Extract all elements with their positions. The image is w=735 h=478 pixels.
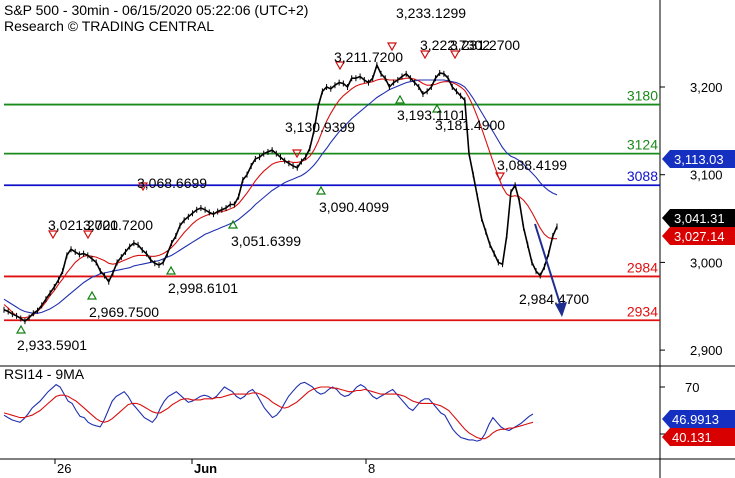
price-badge-text: 3,113.03	[674, 152, 724, 167]
chart-subtitle: Research © TRADING CENTRAL	[4, 18, 214, 34]
price-line	[3, 62, 558, 323]
moving-averages	[3, 77, 558, 319]
pivot-label: 2,969.7500	[89, 304, 159, 320]
low-marker	[165, 265, 177, 275]
level-label: 3088	[627, 168, 658, 184]
rsi-line	[3, 381, 534, 442]
pivot-label: 3,021.2700	[48, 217, 118, 233]
high-marker	[47, 230, 59, 240]
rsi-badge-text: 46.9913	[672, 412, 719, 427]
price-badge	[662, 209, 735, 227]
price-badge	[662, 150, 735, 168]
high-marker	[386, 42, 398, 52]
high-marker	[291, 149, 303, 159]
x-tick-label: 26	[57, 461, 71, 476]
pivot-label: 3,021.7200	[83, 217, 153, 233]
low-marker	[86, 290, 98, 300]
ma-line	[3, 79, 558, 314]
level-label: 2934	[627, 303, 658, 319]
pivot-label: 2,933.5901	[17, 337, 87, 353]
pivot-label: 3,233.1299	[396, 5, 466, 21]
pivot-label: 3,088.4199	[497, 157, 567, 173]
pivot-label: 3,130.9399	[285, 119, 355, 135]
x-tick-label: 8	[368, 461, 375, 476]
rsi-badge-text: 40.131	[672, 430, 712, 445]
rsi-badge	[662, 428, 735, 446]
high-marker	[137, 182, 149, 192]
low-marker	[227, 219, 239, 229]
pivot-label: 3,211.7200	[334, 49, 403, 65]
price-badge	[662, 227, 735, 245]
pivot-label: 3,222.7302	[420, 37, 490, 53]
price-badge-text: 3,041.31	[674, 211, 725, 226]
low-marker	[431, 103, 443, 113]
pivot-annotations: 3,233.1299 3,211.7200 3,222.73023,231.2700…	[17, 5, 589, 353]
pivot-markers	[15, 42, 506, 334]
rsi-ma-line	[3, 386, 534, 440]
high-marker	[82, 230, 94, 240]
pivot-label: 3,090.4099	[319, 199, 389, 215]
rsi-series	[3, 381, 534, 442]
pivot-label: 2,998.6101	[168, 280, 238, 296]
ma-line	[3, 77, 557, 319]
chart-title: S&P 500 - 30min - 06/15/2020 05:22:06 (U…	[4, 2, 308, 18]
high-marker	[419, 50, 431, 60]
level-label: 3180	[627, 88, 658, 104]
y-tick-label: 2,900	[690, 343, 723, 358]
y-tick-label: 3,100	[690, 168, 723, 183]
time-axis: 26 Jun 8	[54, 459, 375, 476]
high-marker	[449, 50, 461, 60]
high-marker	[494, 172, 506, 182]
price-badge-text: 3,027.14	[674, 229, 725, 244]
rsi-tick-label: 70	[685, 380, 699, 395]
pivot-label: 3,231.2700	[450, 37, 520, 53]
pivot-label: 3,068.6699	[137, 175, 207, 191]
rsi-badges: 46.9913 40.131	[662, 410, 735, 446]
rsi-label: RSI14 - 9MA	[4, 366, 85, 382]
projection-arrow-shaft	[534, 223, 562, 308]
pivot-label: 3,051.6399	[231, 233, 301, 249]
y-tick-label: 3,000	[690, 255, 723, 270]
low-marker	[15, 324, 27, 334]
projection-arrow	[534, 223, 567, 317]
low-marker	[394, 94, 406, 104]
support-resistance-levels: 3180 3124 3088 2984 2934	[4, 88, 660, 322]
x-tick-label: Jun	[194, 461, 217, 476]
price-series	[3, 62, 558, 325]
pivot-label: 3,181.4900	[435, 117, 505, 133]
price-axis: 3,200 3,100 3,000 2,900	[660, 80, 723, 358]
rsi-badge	[662, 410, 735, 428]
low-marker	[315, 185, 327, 195]
price-badges: 3,113.03 3,041.31 3,027.14	[662, 150, 735, 245]
level-label: 2984	[627, 259, 658, 275]
high-marker	[334, 61, 346, 71]
level-label: 3124	[627, 137, 658, 153]
y-tick-label: 3,200	[690, 80, 723, 95]
pivot-label: 2,984.4700	[519, 291, 589, 307]
pivot-label: 3,193.1101	[397, 107, 466, 123]
projection-arrow-head	[555, 302, 567, 317]
